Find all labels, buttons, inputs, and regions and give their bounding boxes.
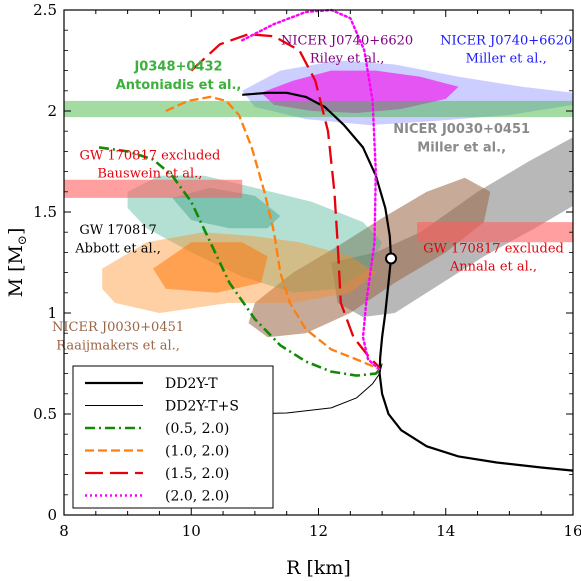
- shaded-regions: [64, 60, 573, 338]
- x-tick-label: 8: [59, 522, 69, 540]
- y-tick-label: 2: [47, 102, 57, 120]
- legend: DD2Y-T DD2Y-T+S (0.5, 2.0) (1.0, 2.0) (1.5, …: [72, 365, 274, 509]
- legend-box: [72, 365, 274, 509]
- annotation-annala1: GW 170817 excluded: [423, 241, 564, 256]
- annotation-abbott1: GW 170817: [79, 223, 157, 238]
- legend-label-0-5-2-0: (0.5, 2.0): [165, 421, 229, 437]
- series-1-0-2-0: [165, 95, 381, 371]
- region-gw170817-abbott-orange-inner: [153, 242, 268, 293]
- annotation-j0348: J0348+0432: [133, 60, 222, 75]
- annotation-bauswein1: GW 170817 excluded: [79, 148, 220, 163]
- legend-label-2-0-2-0: (2.0, 2.0): [165, 489, 229, 505]
- series-dd2y-t-s: [238, 363, 383, 415]
- annotation-raaij2: Raaijmakers et al.,: [56, 338, 180, 353]
- y-tick-label: 0.5: [33, 405, 57, 423]
- annotation-annala2: Annala et al.,: [449, 260, 537, 275]
- curves: [98, 8, 574, 472]
- y-axis-title: M [M⊙]: [5, 228, 29, 298]
- y-tick-label: 1: [47, 304, 57, 322]
- x-axis-title: R [km]: [286, 557, 351, 579]
- annotation-antoniadis: Antoniadis et al.,: [116, 78, 242, 93]
- series-1-5-2-0: [190, 33, 381, 369]
- y-axis-title-main: M [M: [5, 245, 27, 297]
- annotation-abbott2: Abbott et al.,: [74, 241, 161, 256]
- y-tick-label: 2.5: [33, 1, 57, 19]
- legend-label-1-5-2-0: (1.5, 2.0): [165, 466, 229, 482]
- annotation-raaij1: NICER J0030+0451: [52, 320, 184, 335]
- annotations: J0348+0432 Antoniadis et al., NICER J0740+…: [52, 33, 572, 353]
- region-gw170817-annala: [417, 222, 573, 243]
- x-tick-label: 14: [436, 522, 455, 540]
- annotation-riley1: NICER J0740+6620: [281, 33, 413, 48]
- annotation-miller1: NICER J0740+6620: [440, 33, 572, 48]
- ticks: 8 10 12 14 16 0 0.5 1 1.5 2 2.5: [33, 1, 581, 540]
- y-axis-title-close: ]: [5, 228, 27, 235]
- region-nicer-j0030-0451-raaijmakers: [248, 177, 491, 338]
- legend-label-1-0-2-0: (1.0, 2.0): [165, 444, 229, 460]
- y-axis-title-sub: ⊙: [15, 235, 29, 245]
- annotation-nicer0030m1: NICER J0030+0451: [393, 122, 530, 137]
- series-2-0-2-0: [241, 8, 381, 371]
- annotation-bauswein2: Bauswein et al.,: [97, 167, 202, 182]
- legend-label-dd2y-t-s: DD2Y-T+S: [165, 399, 239, 415]
- y-tick-label: 1.5: [33, 203, 57, 221]
- region-gw170817-bauswein: [64, 179, 243, 198]
- x-tick-label: 10: [182, 522, 201, 540]
- series-0-5-2-0: [98, 146, 381, 377]
- annotation-miller2: Miller et al.,: [466, 52, 547, 67]
- annotation-nicer0030m2: Miller et al.,: [417, 140, 506, 155]
- legend-label-dd2y-t: DD2Y-T: [165, 376, 218, 392]
- x-tick-label: 12: [309, 522, 328, 540]
- x-tick-label: 16: [563, 522, 581, 540]
- region-gw170817-abbott-blue: [127, 175, 383, 293]
- annotation-riley2: Riley et al.,: [310, 52, 385, 67]
- region-j0348-0432-band: [64, 100, 573, 118]
- y-tick-label: 0: [47, 506, 57, 524]
- critical-point-marker: [385, 252, 398, 265]
